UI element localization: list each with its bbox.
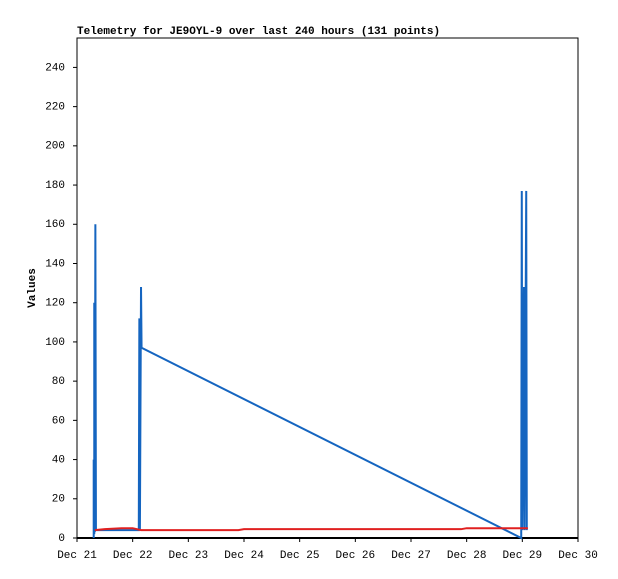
y-tick-label: 200 bbox=[45, 141, 65, 153]
x-tick-label: Dec 26 bbox=[336, 550, 376, 562]
x-tick-label: Dec 21 bbox=[57, 550, 97, 562]
y-tick-label: 140 bbox=[45, 258, 65, 270]
x-tick-label: Dec 22 bbox=[113, 550, 153, 562]
chart-title: Telemetry for JE9OYL-9 over last 240 hou… bbox=[77, 26, 440, 38]
y-axis-label: Values bbox=[27, 268, 39, 308]
y-tick-label: 180 bbox=[45, 180, 65, 192]
series-line bbox=[94, 527, 528, 532]
y-tick-label: 0 bbox=[58, 533, 65, 545]
y-tick-label: 40 bbox=[52, 454, 65, 466]
plot-frame bbox=[76, 37, 579, 539]
y-tick-label: 220 bbox=[45, 102, 65, 114]
x-tick-label: Dec 23 bbox=[169, 550, 209, 562]
x-tick-label: Dec 25 bbox=[280, 550, 320, 562]
y-tick-label: 80 bbox=[52, 376, 65, 388]
y-tick-label: 240 bbox=[45, 62, 65, 74]
x-tick-label: Dec 28 bbox=[447, 550, 487, 562]
series-line bbox=[92, 190, 528, 540]
x-tick-label: Dec 27 bbox=[391, 550, 431, 562]
y-tick-label: 20 bbox=[52, 494, 65, 506]
y-tick-label: 60 bbox=[52, 415, 65, 427]
y-tick-label: 160 bbox=[45, 219, 65, 231]
y-tick-label: 120 bbox=[45, 298, 65, 310]
y-tick-label: 100 bbox=[45, 337, 65, 349]
x-tick-label: Dec 29 bbox=[503, 550, 543, 562]
x-tick-label: Dec 30 bbox=[558, 550, 598, 562]
x-tick-label: Dec 24 bbox=[224, 550, 264, 562]
